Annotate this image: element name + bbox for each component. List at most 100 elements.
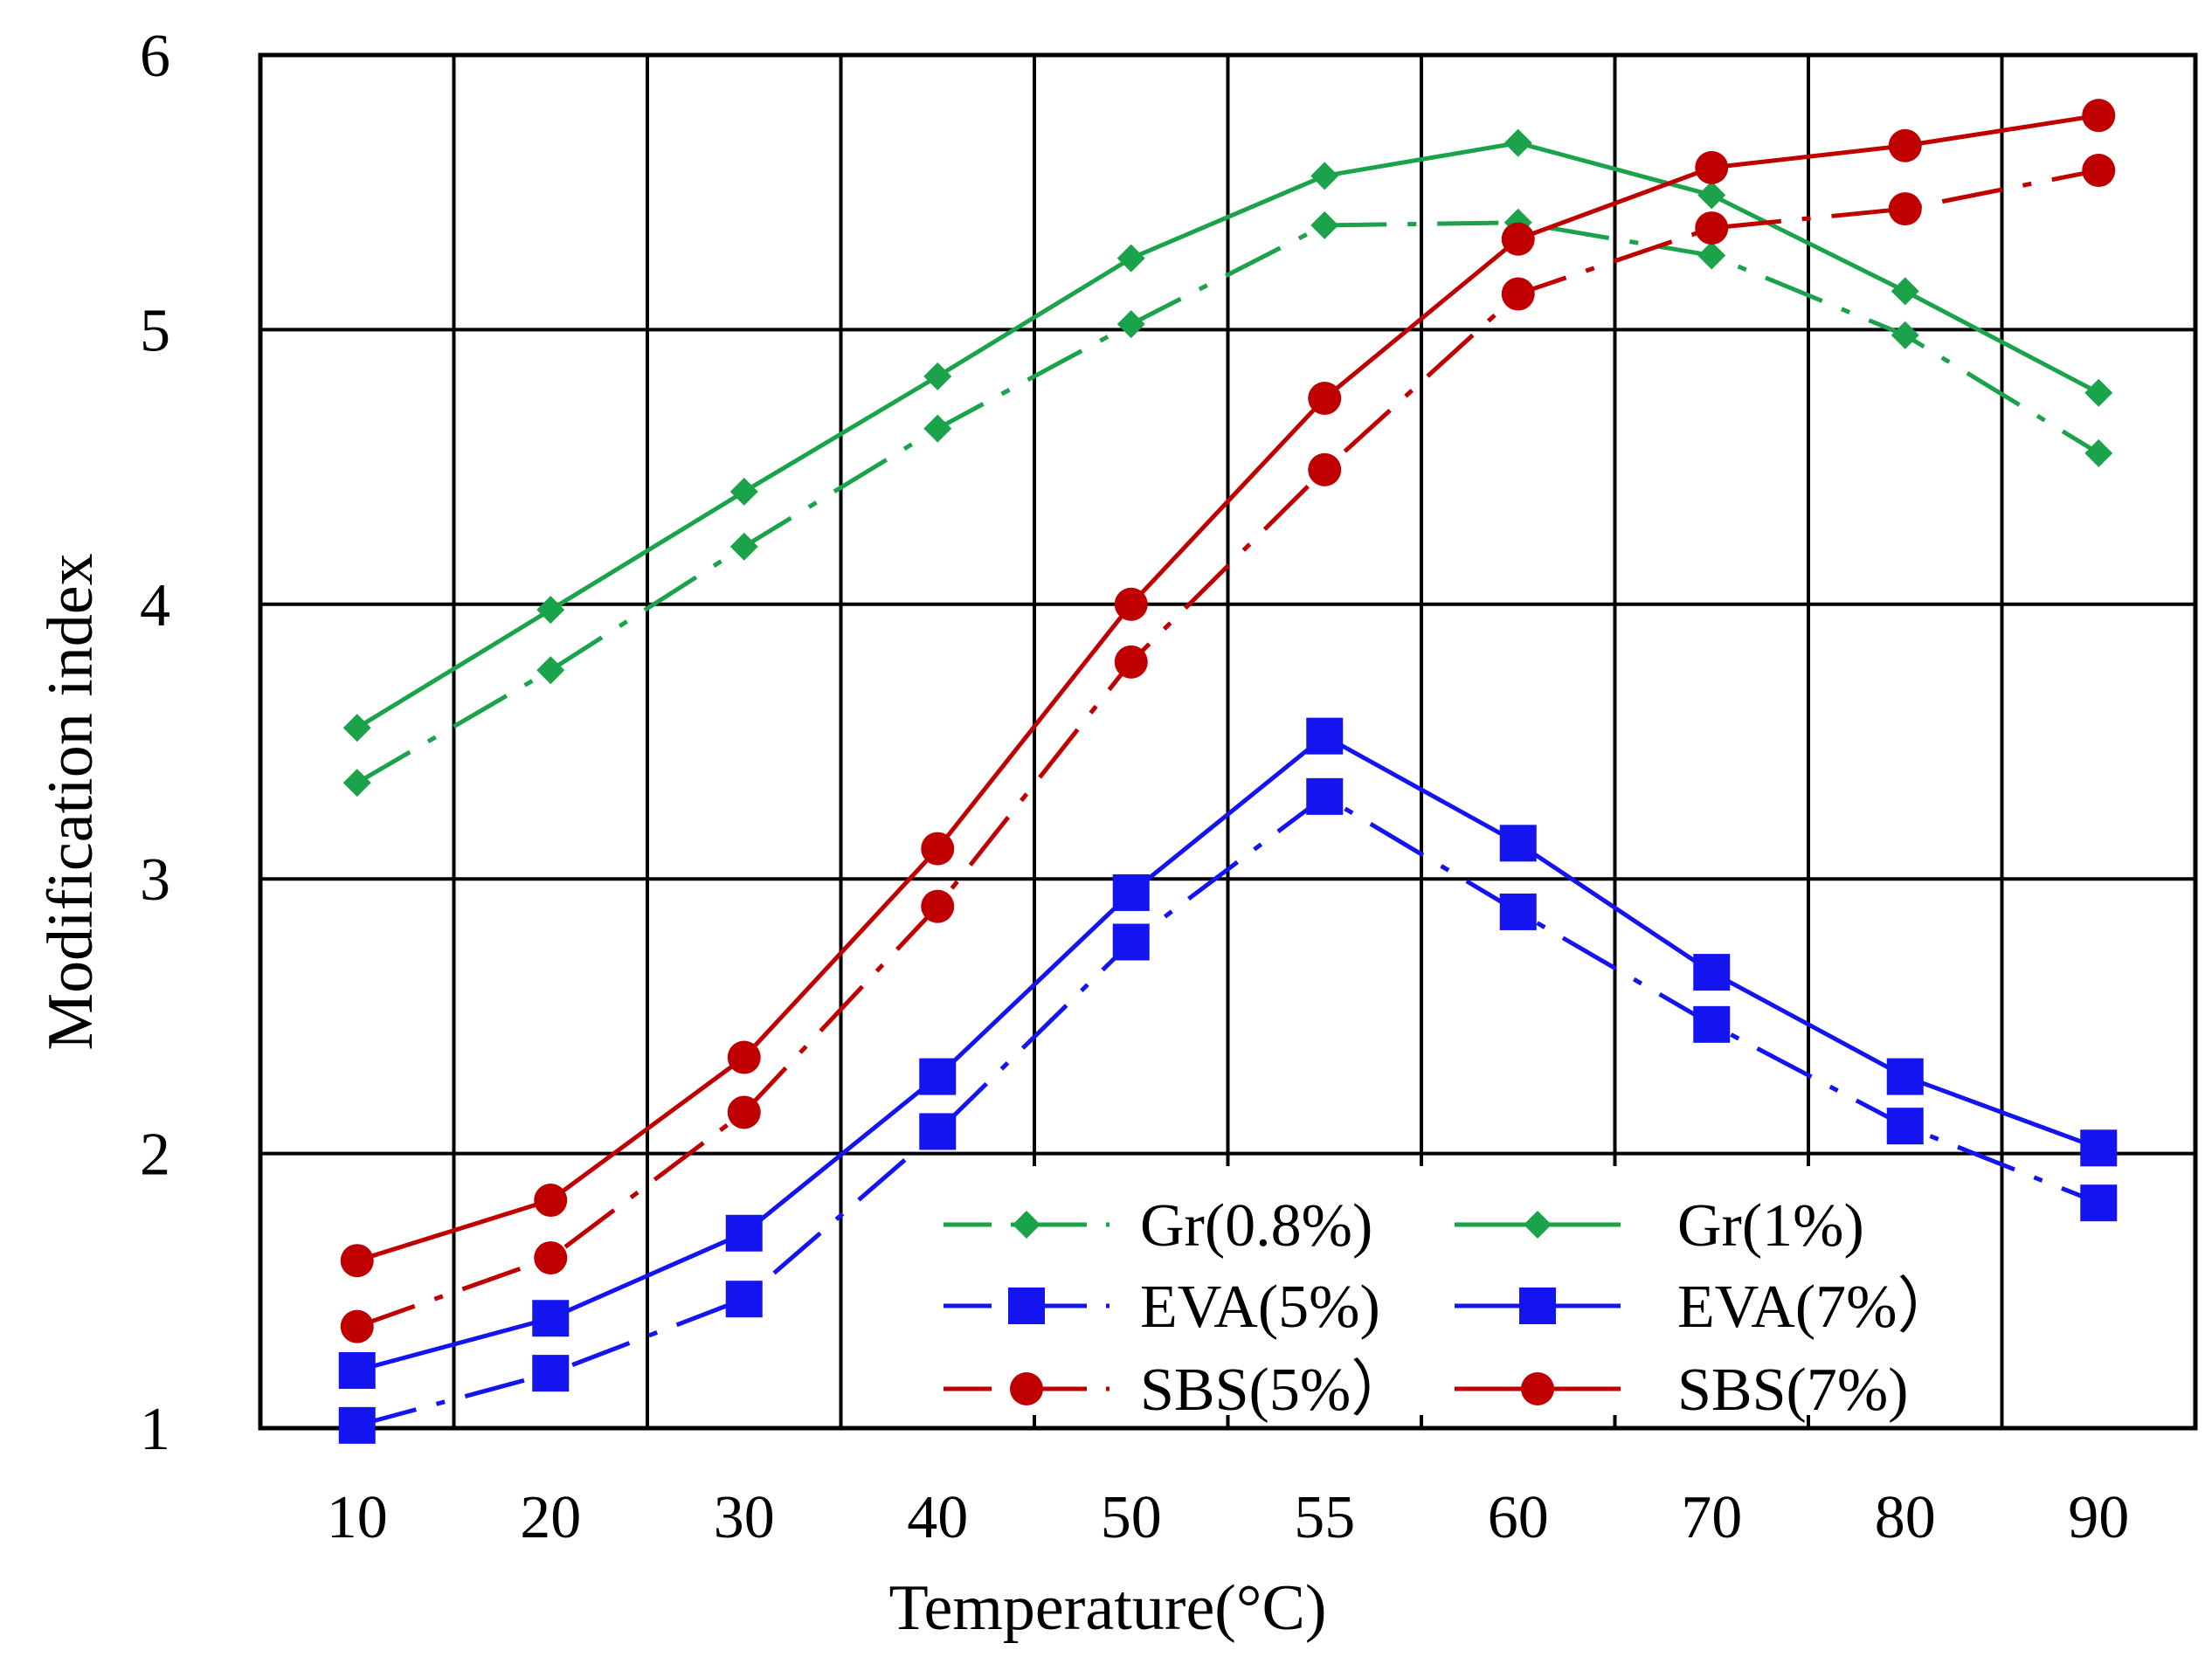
legend-item: SBS(7%) <box>1455 1357 1908 1424</box>
x-tick-label: 80 <box>1875 1484 1936 1551</box>
y-tick-label: 6 <box>140 23 170 90</box>
legend-marker <box>1521 1372 1554 1405</box>
data-point <box>342 769 371 797</box>
data-point <box>1891 321 1919 349</box>
plot-frame <box>258 52 2198 1431</box>
y-tick-label: 2 <box>140 1122 170 1189</box>
data-point <box>729 477 758 506</box>
data-point <box>1503 128 1532 157</box>
series-eva-5 <box>338 777 2118 1444</box>
x-tick-label: 30 <box>714 1484 775 1551</box>
data-point <box>1886 1058 1924 1095</box>
data-point <box>1891 277 1919 306</box>
x-tick-label: 70 <box>1681 1484 1742 1551</box>
legend-marker <box>1519 1288 1556 1324</box>
data-point <box>1886 1108 1924 1145</box>
series-line <box>356 220 2100 785</box>
data-point <box>1501 222 1535 256</box>
legend-label: Gr(0.8%) <box>1140 1192 1372 1260</box>
grid <box>260 55 2195 1428</box>
series-line <box>356 794 2100 1428</box>
legend-item: Gr(0.8%) <box>944 1192 1372 1260</box>
legend-label: EVA(5%) <box>1140 1274 1380 1341</box>
data-point <box>1310 162 1339 190</box>
data-point <box>1112 873 1150 911</box>
data-point <box>2080 1129 2118 1167</box>
y-tick-label: 4 <box>140 572 170 639</box>
data-point <box>729 532 758 561</box>
data-point <box>1116 244 1145 273</box>
legend-item: SBS(5%） <box>944 1357 1412 1424</box>
data-point <box>340 1244 374 1278</box>
legend-label: SBS(7%) <box>1677 1357 1908 1424</box>
legend-item: EVA(5%) <box>944 1274 1380 1341</box>
legend-marker <box>1013 1211 1040 1239</box>
data-point <box>536 656 565 685</box>
data-point <box>923 414 952 443</box>
data-point <box>2084 438 2113 467</box>
y-tick-label: 1 <box>140 1396 170 1463</box>
legend-marker <box>1008 1288 1045 1324</box>
x-tick-label: 10 <box>327 1484 388 1551</box>
legend-label: Gr(1%) <box>1677 1192 1864 1260</box>
data-point <box>1499 893 1537 930</box>
data-point <box>1888 128 1922 162</box>
data-point <box>725 1281 763 1318</box>
data-point <box>1697 181 1726 210</box>
legend-item: Gr(1%) <box>1455 1192 1864 1260</box>
data-point <box>1116 310 1145 339</box>
x-tick-label: 55 <box>1294 1484 1355 1551</box>
data-point <box>727 1040 761 1074</box>
data-point <box>1114 587 1148 621</box>
legend: Gr(0.8%) Gr(1%) EVA(5%) EVA(7%） SBS(5%） SBS(7… <box>909 1166 1974 1424</box>
series-line <box>356 113 2099 1263</box>
data-point <box>1112 923 1150 961</box>
y-tick-label: 5 <box>140 297 170 364</box>
data-point <box>2082 154 2116 188</box>
series-line <box>356 168 2099 1329</box>
data-point <box>340 1309 374 1343</box>
data-point <box>2082 99 2116 133</box>
x-tick-labels: 10 20 30 40 50 55 60 70 80 90 <box>327 1484 2130 1551</box>
legend-label: SBS(5%） <box>1140 1357 1412 1424</box>
data-point <box>1306 777 1344 815</box>
legend-item: EVA(7%） <box>1455 1274 1958 1341</box>
x-axis-title: Temperature(°C) <box>888 1572 1326 1644</box>
data-point <box>921 832 955 866</box>
series-line <box>356 141 2100 730</box>
x-tick-label: 60 <box>1488 1484 1549 1551</box>
series-sbs-7 <box>340 99 2116 1278</box>
data-point <box>1695 150 1729 184</box>
data-point <box>1695 211 1729 245</box>
data-point <box>1693 1005 1731 1043</box>
data-point <box>1888 192 1922 226</box>
data-point <box>1308 452 1342 487</box>
x-tick-label: 50 <box>1101 1484 1162 1551</box>
data-point <box>727 1095 761 1129</box>
data-point <box>1308 382 1342 415</box>
data-point <box>534 1184 568 1218</box>
data-point <box>1306 717 1344 755</box>
y-tick-labels: 1 2 3 4 5 6 <box>140 23 170 1463</box>
data-point <box>1310 211 1339 239</box>
data-point <box>2084 378 2113 407</box>
data-point <box>536 596 565 625</box>
data-point <box>923 362 952 390</box>
x-tick-label: 20 <box>520 1484 581 1551</box>
data-point <box>532 1300 570 1337</box>
data-point <box>534 1241 568 1275</box>
data-point <box>2080 1184 2118 1222</box>
legend-marker <box>1010 1372 1043 1405</box>
data-point <box>532 1355 570 1392</box>
data-point <box>1697 241 1726 270</box>
data-point <box>1114 645 1148 679</box>
data-point <box>342 714 371 742</box>
legend-label: EVA(7%） <box>1677 1274 1958 1341</box>
y-axis-title: Modification index <box>35 553 107 1050</box>
data-point <box>338 1351 376 1389</box>
data-point <box>725 1214 763 1252</box>
series-layer <box>338 99 2118 1444</box>
legend-background <box>909 1166 1974 1415</box>
x-tick-label: 40 <box>907 1484 968 1551</box>
